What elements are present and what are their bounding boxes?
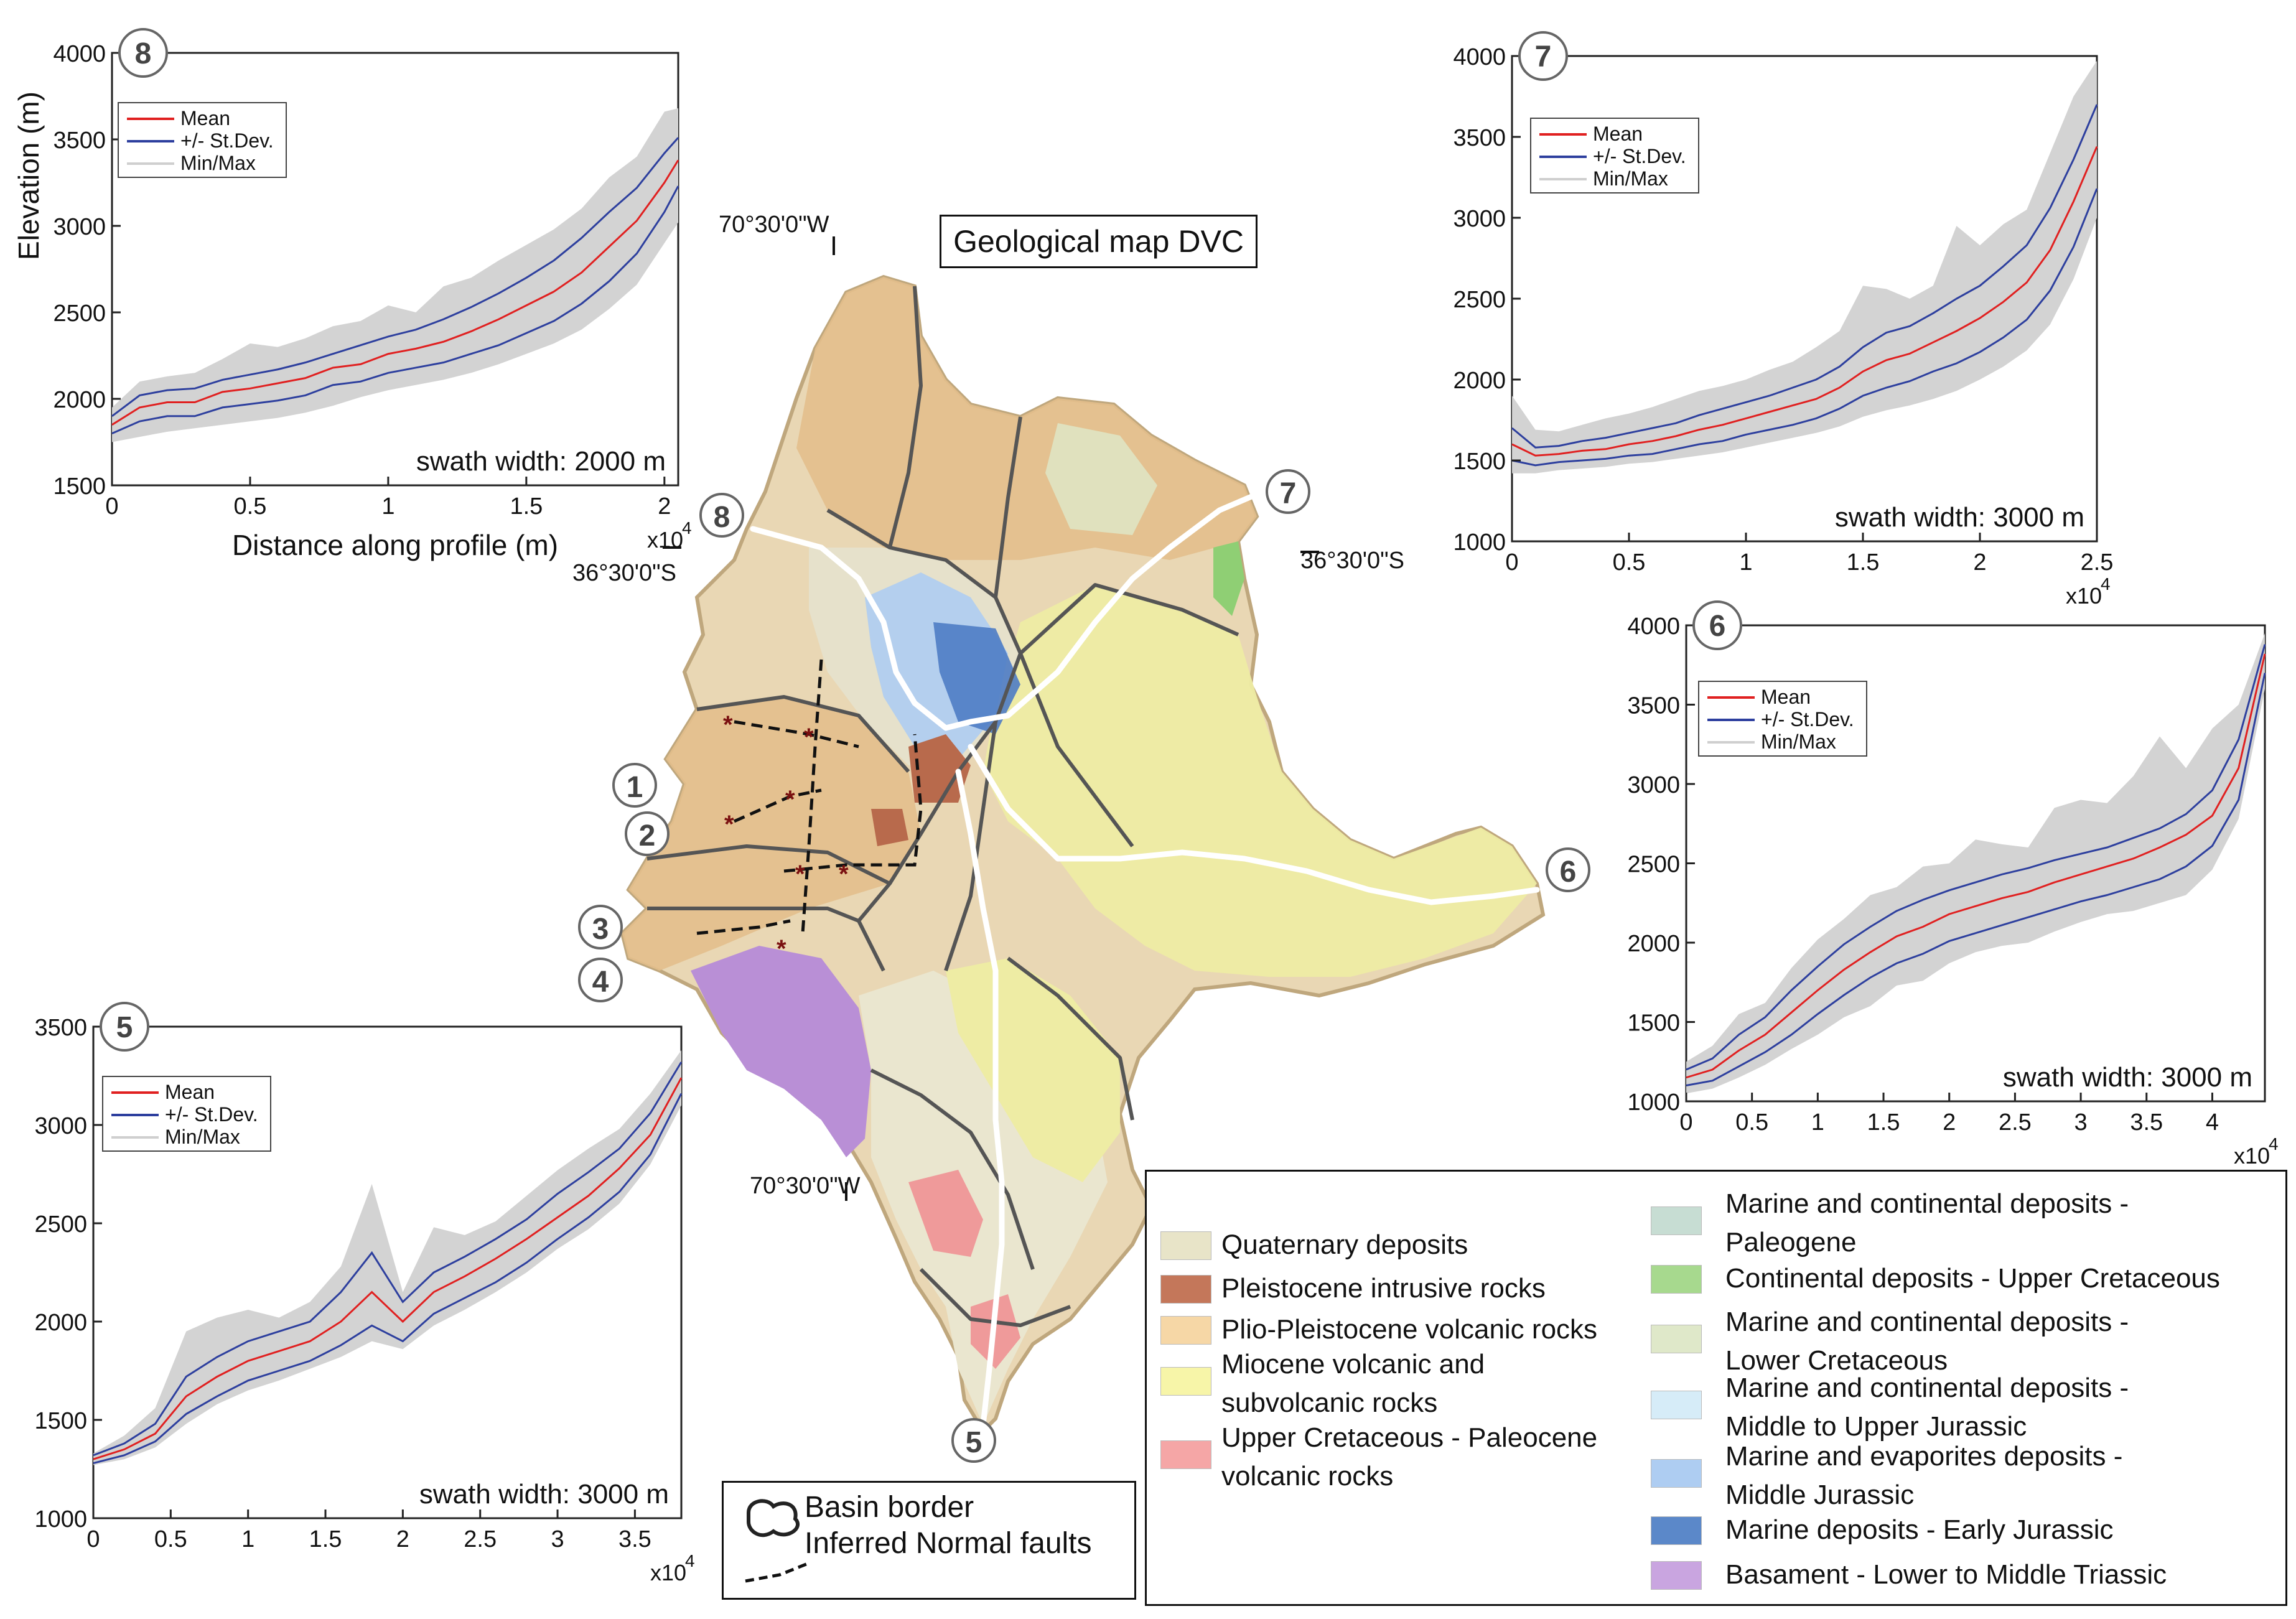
legend-label: Marine and continental deposits - [1725,1188,2129,1219]
legend-label: Continental deposits - Upper Cretaceous [1725,1263,2220,1294]
profile-marker-4: 4 [578,958,623,1002]
legend-basin-border: Basin border [805,1491,974,1524]
legend-label: Middle to Upper Jurassic [1725,1411,2027,1442]
legend-label: volcanic rocks [1221,1461,1394,1491]
legend-label: Upper Cretaceous - Paleocene [1221,1422,1598,1453]
unit-upper-cretaceous-continental [1213,541,1244,616]
profile-marker-7: 7 [1266,469,1310,514]
sub-basin-borders [646,286,1239,1327]
legend-label: Quaternary deposits [1221,1229,1468,1260]
map-legend: Basin border Inferred Normal faults [722,1481,1136,1600]
profile-marker-8: 8 [699,493,744,538]
legend-label: Miocene volcanic and [1221,1349,1485,1379]
legend-swatch [1651,1206,1702,1235]
legend-swatch [1160,1367,1211,1396]
map-title-box: Geological map DVC [940,215,1258,268]
lon-label-bottom: 70°30'0"W [750,1173,861,1199]
unit-lower-cretaceous [1045,423,1157,535]
profile-marker-2: 2 [625,811,670,856]
basin-border-icon [747,1499,800,1537]
unit-basament-triassic [691,946,871,1157]
geology-legend: Quaternary deposits Pleistocene intrusive… [1145,1170,2287,1606]
unit-miocene-volcanic-east [983,585,1537,977]
legend-swatch [1160,1231,1211,1260]
profile-marker-5: 5 [951,1418,996,1463]
legend-label: Marine and continental deposits - [1725,1373,2129,1403]
legend-label: Paleogene [1725,1227,1857,1257]
legend-label: Marine deposits - Early Jurassic [1725,1514,2114,1545]
legend-swatch [1160,1316,1211,1345]
profile-marker-6: 6 [1546,847,1590,892]
legend-swatch [1651,1516,1702,1545]
legend-label: Pleistocene intrusive rocks [1221,1273,1546,1304]
unit-early-jurassic [933,622,1020,734]
legend-swatch [1160,1440,1211,1469]
unit-plio-pleistocene-north [796,277,1257,560]
legend-swatch [1651,1265,1702,1294]
lat-label-right: 36°30'0"S [1300,548,1404,574]
legend-swatch [1651,1561,1702,1590]
legend-label: Middle Jurassic [1725,1480,1915,1510]
profile-traces [750,488,1540,1428]
profile-marker-3: 3 [578,905,623,949]
legend-swatch [1651,1459,1702,1488]
svg-text:*: * [723,711,733,739]
legend-label: Lower Cretaceous [1725,1345,1948,1376]
geological-map: * * * * * * * [620,236,1546,1434]
fault-star-markers: * * * * * * * [723,711,849,963]
svg-text:*: * [839,861,849,888]
unit-pleistocene-intrusive [871,734,971,846]
svg-text:*: * [785,786,795,813]
legend-label: subvolcanic rocks [1221,1388,1438,1418]
map-title: Geological map DVC [953,224,1244,259]
legend-label: Basament - Lower to Middle Triassic [1725,1559,2167,1590]
map-legend-symbols [745,1499,811,1583]
unit-plio-pleistocene-west [622,697,921,971]
profile-marker-1: 1 [612,763,657,808]
lat-label-left: 36°30'0"S [572,560,676,586]
legend-swatch [1651,1391,1702,1419]
svg-text:*: * [795,861,805,888]
legend-label: Marine and continental deposits - [1725,1307,2129,1337]
lon-label-top: 70°30'0"W [719,212,829,238]
svg-text:*: * [804,724,814,751]
legend-swatch [1160,1275,1211,1304]
svg-text:*: * [724,811,734,838]
svg-text:*: * [777,935,786,963]
legend-label: Marine and evaporites deposits - [1725,1441,2123,1472]
legend-swatch [1651,1325,1702,1353]
inferred-faults [696,659,923,935]
fault-line-icon [745,1561,811,1583]
legend-inferred-faults: Inferred Normal faults [805,1527,1092,1560]
legend-label: Plio-Pleistocene volcanic rocks [1221,1314,1598,1345]
